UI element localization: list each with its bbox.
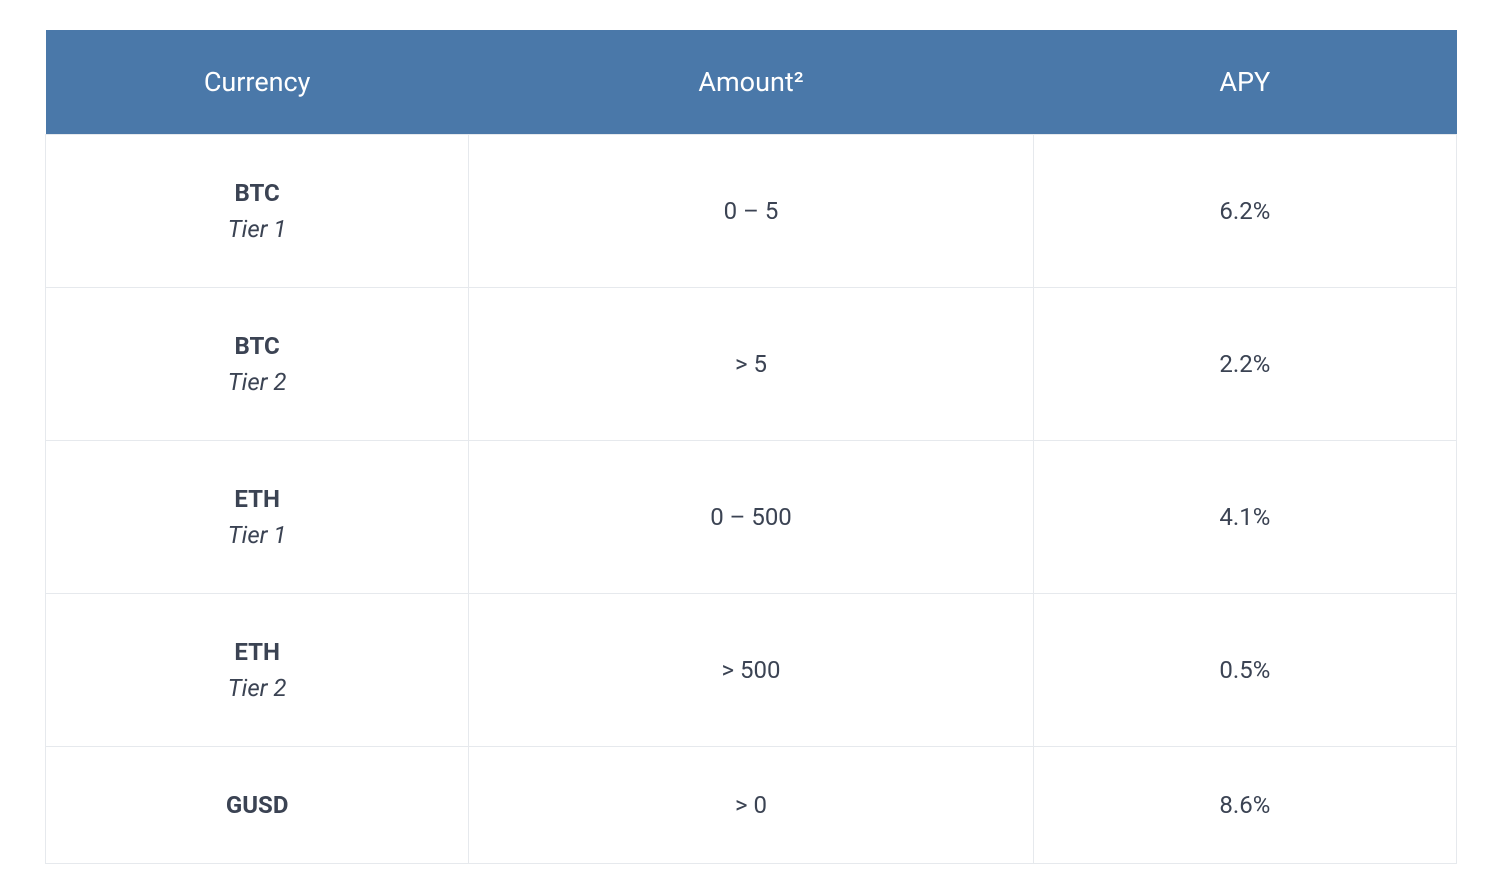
table-header-row: Currency Amount² APY bbox=[46, 30, 1457, 135]
cell-currency: BTC Tier 2 bbox=[46, 288, 469, 441]
currency-tier: Tier 1 bbox=[66, 517, 448, 553]
cell-apy: 8.6% bbox=[1033, 747, 1456, 864]
currency-tier: Tier 2 bbox=[66, 364, 448, 400]
column-header-amount: Amount² bbox=[469, 30, 1033, 135]
cell-amount: 0 – 500 bbox=[469, 441, 1033, 594]
cell-amount: > 5 bbox=[469, 288, 1033, 441]
table-row: ETH Tier 1 0 – 500 4.1% bbox=[46, 441, 1457, 594]
cell-apy: 2.2% bbox=[1033, 288, 1456, 441]
cell-amount: > 0 bbox=[469, 747, 1033, 864]
column-header-apy: APY bbox=[1033, 30, 1456, 135]
cell-apy: 0.5% bbox=[1033, 594, 1456, 747]
cell-apy: 6.2% bbox=[1033, 135, 1456, 288]
currency-tier: Tier 2 bbox=[66, 670, 448, 706]
cell-currency: ETH Tier 2 bbox=[46, 594, 469, 747]
cell-apy: 4.1% bbox=[1033, 441, 1456, 594]
currency-symbol: ETH bbox=[66, 481, 448, 517]
table-row: ETH Tier 2 > 500 0.5% bbox=[46, 594, 1457, 747]
table-row: BTC Tier 2 > 5 2.2% bbox=[46, 288, 1457, 441]
cell-currency: GUSD bbox=[46, 747, 469, 864]
currency-symbol: BTC bbox=[66, 328, 448, 364]
cell-currency: ETH Tier 1 bbox=[46, 441, 469, 594]
currency-symbol: GUSD bbox=[66, 787, 448, 823]
cell-currency: BTC Tier 1 bbox=[46, 135, 469, 288]
currency-symbol: ETH bbox=[66, 634, 448, 670]
currency-symbol: BTC bbox=[66, 175, 448, 211]
cell-amount: 0 – 5 bbox=[469, 135, 1033, 288]
currency-tier: Tier 1 bbox=[66, 211, 448, 247]
cell-amount: > 500 bbox=[469, 594, 1033, 747]
rates-table: Currency Amount² APY BTC Tier 1 0 – 5 6.… bbox=[45, 30, 1457, 864]
table-row: GUSD > 0 8.6% bbox=[46, 747, 1457, 864]
table-row: BTC Tier 1 0 – 5 6.2% bbox=[46, 135, 1457, 288]
column-header-currency: Currency bbox=[46, 30, 469, 135]
